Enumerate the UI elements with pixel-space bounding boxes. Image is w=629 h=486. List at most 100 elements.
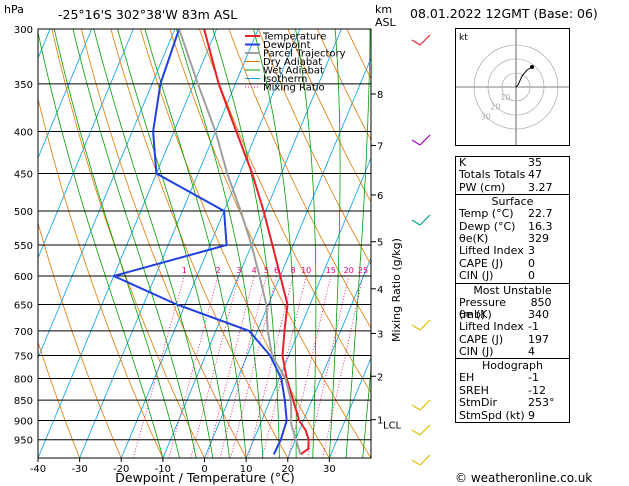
hodograph-end-dot xyxy=(530,65,534,69)
mixing-ratio-label: 15 xyxy=(326,266,336,275)
pressure-tick-label: 500 xyxy=(14,207,33,218)
index-label: θe(K) xyxy=(459,231,489,245)
dry-adiabat-line xyxy=(51,29,205,458)
mixing-ratio-line xyxy=(206,275,255,458)
index-label: Dewp (°C) xyxy=(459,219,516,233)
hpa-label: hPa xyxy=(4,3,24,16)
index-row: Pressure (mb) 850 xyxy=(456,295,569,321)
dry-adiabat-line xyxy=(612,29,629,458)
index-value: 0 xyxy=(528,269,535,283)
isotherm-line xyxy=(38,29,176,360)
isotherm-line xyxy=(329,356,371,458)
indices-top: K 35 Totals Totals 47 PW (cm) 3.27 xyxy=(456,156,569,194)
km-tick-label: 5 xyxy=(377,238,383,249)
km-tick-label: 7 xyxy=(377,141,383,152)
indices-table: K 35 Totals Totals 47 PW (cm) 3.27 Surface Te… xyxy=(455,156,570,424)
pressure-tick-label: 650 xyxy=(14,301,33,312)
index-value: 0 xyxy=(528,256,535,270)
wind-barb-flag xyxy=(411,324,421,331)
km-tick-label: 6 xyxy=(377,191,383,202)
mixing-ratio-label: 20 xyxy=(344,266,354,275)
hodograph-trace xyxy=(515,66,533,88)
mixing-ratio-label: 2 xyxy=(215,266,220,275)
index-value: -1 xyxy=(528,320,539,334)
legend-entry: Mixing Ratio xyxy=(263,83,325,94)
mixing-ratio-line xyxy=(230,275,277,458)
index-row: Dewp (°C) 16.3 xyxy=(456,219,569,233)
hodograph-ring-label: 30 xyxy=(481,112,491,121)
temperature-axis: -40 -30 -20 -10 0 10 20 30 xyxy=(30,458,336,475)
index-row: K 35 xyxy=(456,156,569,169)
wind-barb xyxy=(419,399,431,411)
pressure-tick-label: 600 xyxy=(14,272,33,283)
pressure-tick-label: 950 xyxy=(14,436,33,447)
wind-barbs xyxy=(411,34,431,466)
pressure-tick-label: 450 xyxy=(14,169,33,180)
index-row: Totals Totals 47 xyxy=(456,168,569,181)
dry-adiabat-line xyxy=(110,29,289,458)
pressure-tick-label: 350 xyxy=(14,80,33,91)
legend-entry: Parcel Trajectory xyxy=(263,49,346,60)
index-label: Temp (°C) xyxy=(459,207,514,221)
mixing-ratio-line xyxy=(287,275,332,458)
lcl-label: LCL xyxy=(383,420,402,431)
index-row: StmSpd (kt) 9 xyxy=(456,409,569,422)
wet-adiabat-line xyxy=(362,364,371,458)
isotherm-line xyxy=(38,29,93,160)
mixing-ratio-line xyxy=(190,275,240,458)
index-label: CAPE (J) xyxy=(459,332,504,346)
index-label: SREH xyxy=(459,383,489,397)
wet-adiabat-line xyxy=(38,30,164,458)
index-value: 253° xyxy=(528,396,555,410)
x-tick-label: 10 xyxy=(240,464,253,475)
x-tick-label: 20 xyxy=(281,464,294,475)
index-row: Lifted Index -1 xyxy=(456,320,569,334)
index-row: EH -1 xyxy=(456,371,569,385)
hodograph-section: Hodograph EH -1 SREH -12 StmDir 253° StmSpd (k… xyxy=(456,358,569,422)
wet-adiabat-line xyxy=(93,29,214,458)
pressure-tick-label: 550 xyxy=(14,241,33,252)
index-label: CIN (J) xyxy=(459,269,494,283)
index-label: K xyxy=(459,156,467,169)
index-row: CAPE (J) 0 xyxy=(456,256,569,270)
wind-barb xyxy=(419,214,431,226)
hodograph-ring-label: 20 xyxy=(490,103,500,112)
x-tick-label: 0 xyxy=(201,464,207,475)
hodograph-unit: kt xyxy=(459,33,468,43)
surface-title: Surface xyxy=(491,195,534,209)
index-value: 3.27 xyxy=(528,180,553,194)
x-tick-label: 30 xyxy=(323,464,336,475)
hodograph-ring xyxy=(487,58,545,116)
index-value: 850 xyxy=(530,295,552,309)
isotherm-line xyxy=(245,156,371,458)
index-label: EH xyxy=(459,371,475,385)
hodograph-ring xyxy=(473,44,559,130)
index-value: 197 xyxy=(528,332,549,346)
mixing-ratio-label: 25 xyxy=(358,266,368,275)
isotherm-line xyxy=(204,57,371,458)
mixing-ratio-line xyxy=(219,275,267,458)
index-label: PW (cm) xyxy=(459,180,506,194)
dry-adiabat-line xyxy=(258,29,371,266)
wet-adiabat-line xyxy=(329,29,341,458)
x-tick-label: -20 xyxy=(113,464,129,475)
credit-label: © weatheronline.co.uk xyxy=(455,471,593,485)
surface-section: Surface Temp (°C) 22.7 Dewp (°C) 16.3 θe(K) 3… xyxy=(456,194,569,282)
index-label: CAPE (J) xyxy=(459,256,504,270)
index-row: θe(K) 329 xyxy=(456,231,569,245)
series-temperature xyxy=(203,29,310,456)
index-row: CAPE (J) 197 xyxy=(456,332,569,346)
mixing-ratio-labels: 1 2 3 4 5 6 8 10 15 20 25 xyxy=(182,266,368,275)
wind-barb-flag xyxy=(411,404,421,411)
pressure-tick-label: 900 xyxy=(14,416,33,427)
dry-adiabat-line xyxy=(287,29,371,203)
hodograph-title: Hodograph xyxy=(482,359,543,373)
mixing-ratio-label: 3 xyxy=(236,266,241,275)
series-parcel-trajectory xyxy=(178,29,302,455)
pressure-tick-label: 800 xyxy=(14,374,33,385)
index-value: 340 xyxy=(528,307,549,321)
mixing-ratio-line xyxy=(307,275,350,458)
wind-barb xyxy=(419,134,431,146)
